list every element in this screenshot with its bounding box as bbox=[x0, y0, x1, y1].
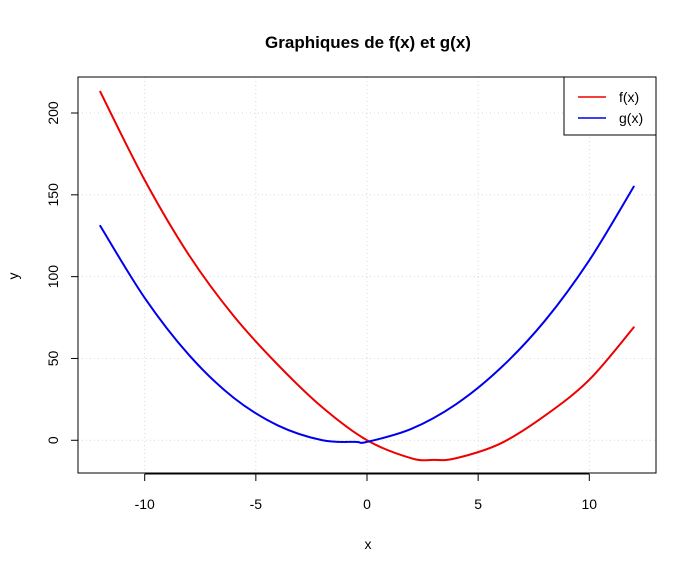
y-tick-label: 150 bbox=[45, 183, 61, 207]
series-line-g bbox=[99, 185, 635, 444]
series-layer bbox=[99, 90, 635, 462]
legend-label-f: f(x) bbox=[619, 89, 639, 105]
y-axis-label: y bbox=[5, 273, 21, 280]
x-axis-ticks: -10 -5 0 5 10 bbox=[135, 474, 598, 512]
grid-lines bbox=[78, 77, 656, 473]
y-axis-ticks: 0 50 100 150 200 bbox=[45, 101, 78, 444]
legend-label-g: g(x) bbox=[619, 110, 643, 126]
x-tick-label: -5 bbox=[250, 496, 263, 512]
legend-box bbox=[563, 76, 657, 136]
series-line-f bbox=[99, 90, 635, 462]
x-tick-label: 0 bbox=[363, 496, 371, 512]
x-tick-label: 5 bbox=[474, 496, 482, 512]
x-tick-label: -10 bbox=[135, 496, 155, 512]
y-tick-label: 100 bbox=[45, 265, 61, 289]
y-tick-label: 200 bbox=[45, 101, 61, 125]
x-axis-label: x bbox=[365, 536, 372, 552]
legend: f(x) g(x) bbox=[563, 76, 657, 136]
y-tick-label: 0 bbox=[45, 436, 61, 444]
x-tick-label: 10 bbox=[582, 496, 598, 512]
y-tick-label: 50 bbox=[45, 350, 61, 366]
chart-title: Graphiques de f(x) et g(x) bbox=[265, 33, 471, 52]
